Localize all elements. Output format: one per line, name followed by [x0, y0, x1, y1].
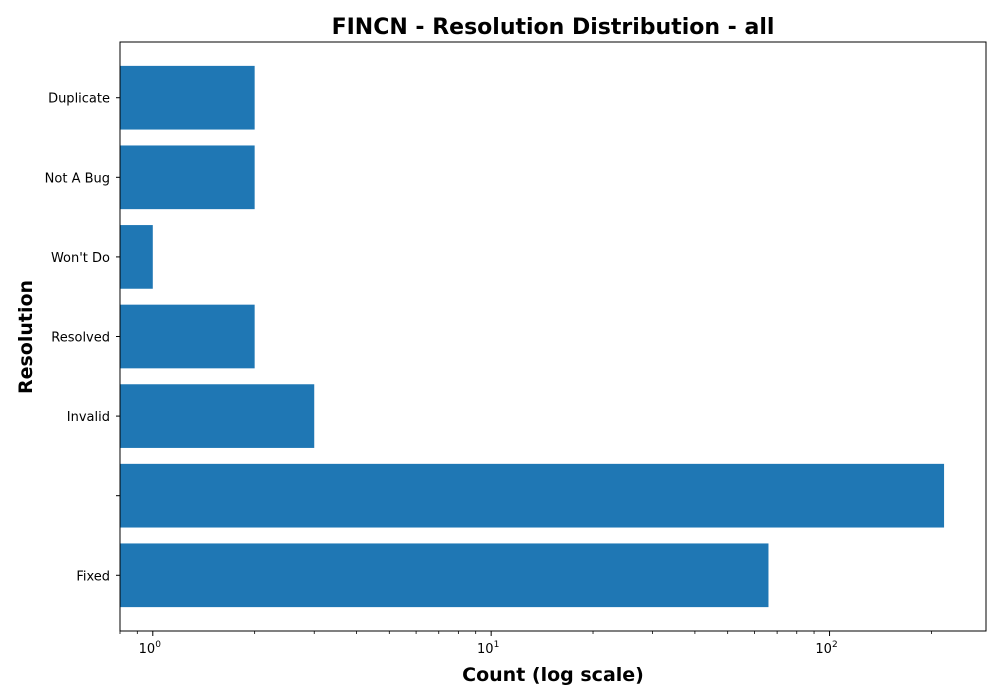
y-tick-label: Won't Do [51, 251, 110, 266]
y-axis-label: Resolution [15, 280, 37, 394]
x-axis-label: Count (log scale) [462, 664, 644, 686]
bar [120, 543, 769, 608]
x-tick-label: 100 [139, 640, 162, 657]
bar [120, 463, 945, 528]
chart-title: FINCN - Resolution Distribution - all [332, 15, 775, 40]
x-ticks-group: 100 101 102 [119, 631, 932, 657]
bar [120, 145, 255, 210]
y-ticks-group: Fixed Invalid Resolved Won't Do Not A Bug Dup… [45, 92, 120, 584]
bar [120, 225, 153, 289]
bar [120, 384, 315, 448]
plot-frame [119, 41, 987, 632]
y-tick-label: Resolved [51, 331, 110, 346]
y-tick-label: Not A Bug [45, 171, 110, 186]
x-tick-label: 101 [477, 640, 499, 657]
bar [120, 65, 255, 130]
x-tick-label: 102 [815, 640, 837, 657]
y-tick-label: Fixed [76, 569, 110, 584]
y-tick-label: Duplicate [48, 92, 110, 107]
y-tick-label: Invalid [67, 410, 110, 425]
bar [120, 304, 255, 369]
bars-group [120, 65, 945, 608]
